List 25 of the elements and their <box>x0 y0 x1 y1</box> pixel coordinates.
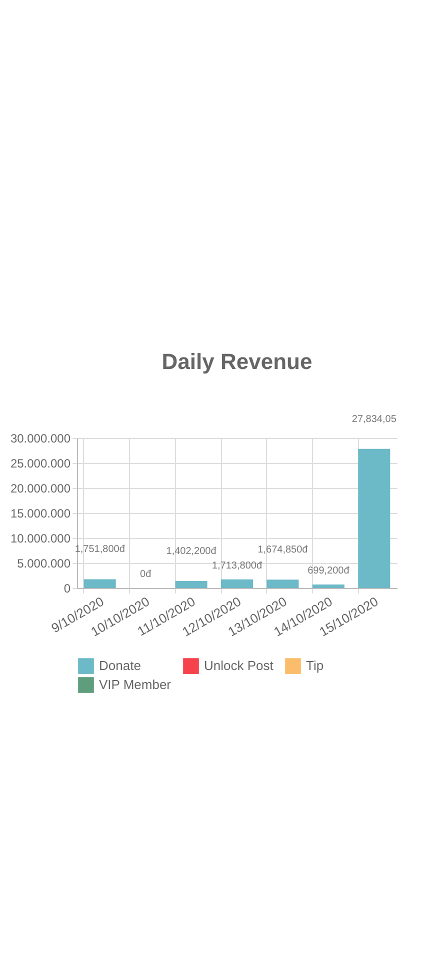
y-tick-label: 25.000.000 <box>10 456 71 470</box>
bar <box>266 580 299 588</box>
bar <box>84 579 116 588</box>
y-tick-label: 15.000.000 <box>10 506 71 520</box>
data-label: 1,751,800đ <box>74 544 126 556</box>
bar <box>358 448 390 588</box>
data-label: 1,674,850đ <box>258 544 308 556</box>
y-tick-label: 10.000.000 <box>10 532 71 546</box>
bar <box>312 584 344 588</box>
bar <box>175 580 208 588</box>
y-tick-label: 5.000.000 <box>17 556 71 570</box>
y-tick-label: 0 <box>64 582 71 596</box>
y-tick-label: 30.000.000 <box>10 432 71 446</box>
legend-label: Unlock Post <box>204 658 274 674</box>
legend-label: Donate <box>99 658 141 674</box>
bar <box>221 579 253 588</box>
data-label: 27,834,05 <box>352 414 397 425</box>
data-label: 0đ <box>140 569 152 580</box>
legend-label: VIP Member <box>99 677 172 692</box>
legend-label: Tip <box>306 658 324 674</box>
data-label: 699,200đ <box>308 566 350 577</box>
data-label: 1,402,200đ <box>166 546 217 557</box>
chart-title: Daily Revenue <box>162 348 312 374</box>
y-tick-label: 20.000.000 <box>10 482 71 496</box>
data-label: 1,713,800đ <box>212 560 262 572</box>
